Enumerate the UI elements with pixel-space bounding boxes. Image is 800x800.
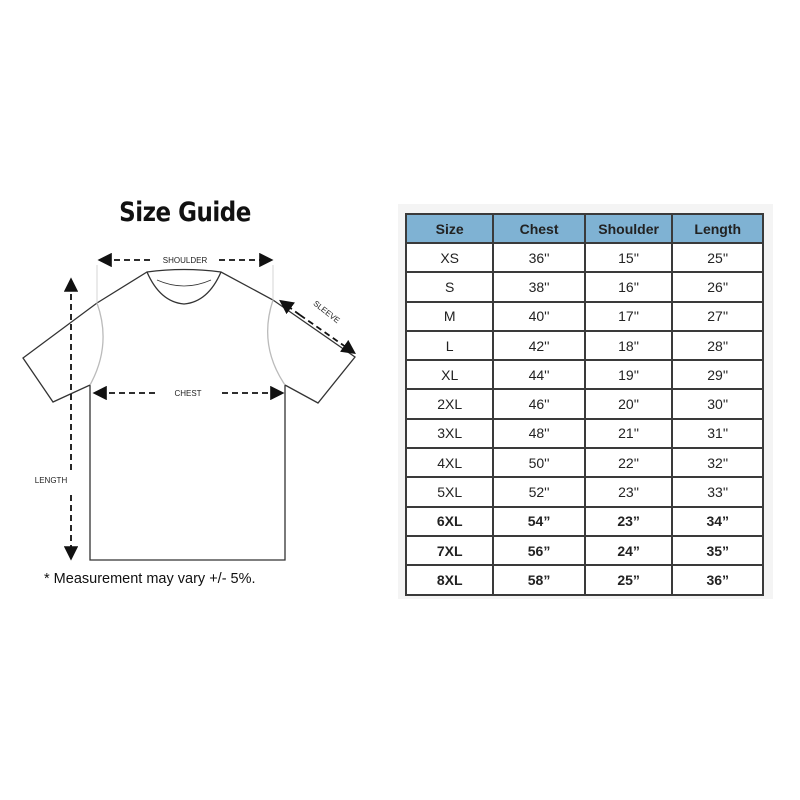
cell-chest: 48'' (492, 417, 586, 450)
table-row: 5XL 52'' 23'' 33'' (404, 476, 764, 508)
cell-shoulder: 19'' (583, 359, 674, 391)
sleeve-label: SLEEVE (311, 299, 341, 325)
table-row: XL 44'' 19'' 29'' (404, 359, 764, 391)
cell-length: 30'' (671, 388, 764, 420)
cell-shoulder: 18'' (583, 329, 674, 362)
table-row: 3XL 48'' 21'' 31'' (404, 417, 764, 450)
cell-shoulder: 25” (583, 564, 674, 596)
table-row: 6XL 54” 23” 34” (404, 505, 764, 537)
tshirt-diagram: SHOULDER CHEST LENGTH SLEEVE (22, 252, 356, 561)
table-row: 7XL 56” 24” 35” (404, 534, 764, 567)
cell-shoulder: 23'' (583, 476, 674, 508)
cell-length: 34” (671, 505, 764, 537)
cell-chest: 42'' (492, 329, 586, 362)
table-header-row: Size Chest Shoulder Length (404, 213, 764, 244)
cell-chest: 54” (492, 505, 586, 537)
cell-shoulder: 16'' (583, 271, 674, 303)
length-label: LENGTH (35, 476, 68, 485)
size-guide-title: Size Guide (119, 198, 251, 228)
table-row: M 40'' 17'' 27'' (404, 300, 764, 332)
cell-length: 29'' (671, 359, 764, 391)
cell-size: XS (404, 241, 495, 274)
cell-chest: 56” (492, 534, 586, 567)
cell-size: XL (404, 359, 495, 391)
cell-size: 4XL (404, 447, 495, 479)
table-row: XS 36'' 15'' 25'' (404, 241, 764, 274)
cell-size: 8XL (404, 564, 495, 596)
tshirt-outline (22, 265, 356, 561)
header-size: Size (404, 213, 495, 244)
cell-chest: 46'' (492, 388, 586, 420)
cell-length: 31'' (671, 417, 764, 450)
cell-chest: 58” (492, 564, 586, 596)
cell-size: 6XL (404, 505, 495, 537)
cell-shoulder: 24” (583, 534, 674, 567)
cell-shoulder: 17'' (583, 300, 674, 332)
cell-chest: 44'' (492, 359, 586, 391)
table-row: 2XL 46'' 20'' 30'' (404, 388, 764, 420)
header-length: Length (671, 213, 764, 244)
cell-size: 2XL (404, 388, 495, 420)
cell-size: S (404, 271, 495, 303)
cell-size: L (404, 329, 495, 362)
cell-length: 26'' (671, 271, 764, 303)
cell-size: 7XL (404, 534, 495, 567)
measurement-arrows (63, 252, 356, 561)
table-row: 4XL 50'' 22'' 32'' (404, 447, 764, 479)
table-row: L 42'' 18'' 28'' (404, 329, 764, 362)
cell-size: M (404, 300, 495, 332)
chest-label: CHEST (174, 389, 201, 398)
table-row: S 38'' 16'' 26'' (404, 271, 764, 303)
cell-shoulder: 21'' (583, 417, 674, 450)
cell-length: 32'' (671, 447, 764, 479)
cell-size: 3XL (404, 417, 495, 450)
cell-length: 27'' (671, 300, 764, 332)
size-chart-table: Size Chest Shoulder Length XS 36'' 15'' 25'… (404, 213, 764, 596)
header-chest: Chest (492, 213, 586, 244)
cell-length: 28'' (671, 329, 764, 362)
measurement-footnote: * Measurement may vary +/- 5%. (44, 571, 256, 587)
shoulder-label: SHOULDER (163, 256, 208, 265)
table-row: 8XL 58” 25” 36” (404, 564, 764, 596)
cell-length: 36” (671, 564, 764, 596)
header-shoulder: Shoulder (583, 213, 674, 244)
cell-chest: 50'' (492, 447, 586, 479)
cell-size: 5XL (404, 476, 495, 508)
cell-shoulder: 20'' (583, 388, 674, 420)
cell-shoulder: 23” (583, 505, 674, 537)
cell-shoulder: 22'' (583, 447, 674, 479)
cell-chest: 36'' (492, 241, 586, 274)
cell-length: 25'' (671, 241, 764, 274)
cell-length: 35” (671, 534, 764, 567)
cell-chest: 38'' (492, 271, 586, 303)
cell-chest: 52'' (492, 476, 586, 508)
cell-length: 33'' (671, 476, 764, 508)
cell-chest: 40'' (492, 300, 586, 332)
cell-shoulder: 15'' (583, 241, 674, 274)
